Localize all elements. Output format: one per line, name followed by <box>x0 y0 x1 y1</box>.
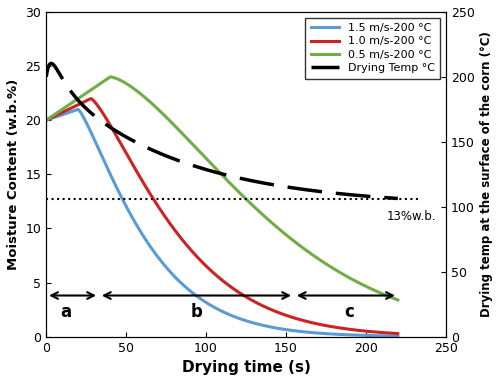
Text: b: b <box>190 303 202 321</box>
Line: 1.5 m/s-200 °C: 1.5 m/s-200 °C <box>46 110 398 336</box>
Text: 13%w.b.: 13%w.b. <box>386 210 436 223</box>
1.0 m/s-200 °C <box>203 264 209 268</box>
Drying Temp °C <box>106 124 112 129</box>
1.5 m/s-200 °C <box>251 321 257 325</box>
Text: a: a <box>60 303 72 321</box>
1.0 m/s-200 °C <box>278 311 284 316</box>
0.5 m/s-200 °C <box>106 76 112 80</box>
1.0 m/s-200 °C <box>88 96 94 101</box>
1.0 m/s-200 °C <box>395 331 401 336</box>
0.5 m/s-200 °C <box>43 118 49 123</box>
Drying Temp °C <box>395 196 401 201</box>
Drying Temp °C <box>203 167 209 172</box>
0.5 m/s-200 °C <box>278 229 284 233</box>
0.5 m/s-200 °C <box>134 89 140 94</box>
Drying Temp °C <box>308 188 314 193</box>
1.0 m/s-200 °C <box>308 320 314 325</box>
Line: 0.5 m/s-200 °C: 0.5 m/s-200 °C <box>46 77 398 300</box>
0.5 m/s-200 °C <box>107 74 113 79</box>
1.0 m/s-200 °C <box>43 118 49 123</box>
1.5 m/s-200 °C <box>395 334 401 338</box>
1.0 m/s-200 °C <box>134 170 140 175</box>
1.5 m/s-200 °C <box>308 330 314 335</box>
1.0 m/s-200 °C <box>251 299 257 304</box>
1.5 m/s-200 °C <box>134 224 140 228</box>
1.5 m/s-200 °C <box>43 118 49 123</box>
Drying Temp °C <box>43 74 49 79</box>
1.5 m/s-200 °C <box>278 327 284 331</box>
1.5 m/s-200 °C <box>203 300 209 304</box>
Y-axis label: Moisture Content (w.b.%): Moisture Content (w.b.%) <box>7 79 20 270</box>
Drying Temp °C <box>251 179 257 183</box>
1.0 m/s-200 °C <box>106 121 112 125</box>
Legend: 1.5 m/s-200 °C, 1.0 m/s-200 °C, 0.5 m/s-200 °C, Drying Temp °C: 1.5 m/s-200 °C, 1.0 m/s-200 °C, 0.5 m/s-… <box>306 18 440 79</box>
Line: 1.0 m/s-200 °C: 1.0 m/s-200 °C <box>46 99 398 333</box>
0.5 m/s-200 °C <box>395 298 401 302</box>
Drying Temp °C <box>134 141 140 145</box>
0.5 m/s-200 °C <box>203 156 209 160</box>
X-axis label: Drying time (s): Drying time (s) <box>182 360 310 375</box>
1.5 m/s-200 °C <box>106 169 112 174</box>
Y-axis label: Drying temp at the surface of the corn (°C): Drying temp at the surface of the corn (… <box>480 31 493 317</box>
Text: c: c <box>344 303 354 321</box>
Drying Temp °C <box>278 184 284 188</box>
0.5 m/s-200 °C <box>251 204 257 209</box>
0.5 m/s-200 °C <box>308 252 314 256</box>
Line: Drying Temp °C: Drying Temp °C <box>46 63 398 199</box>
1.5 m/s-200 °C <box>75 107 81 112</box>
Drying Temp °C <box>48 61 54 66</box>
